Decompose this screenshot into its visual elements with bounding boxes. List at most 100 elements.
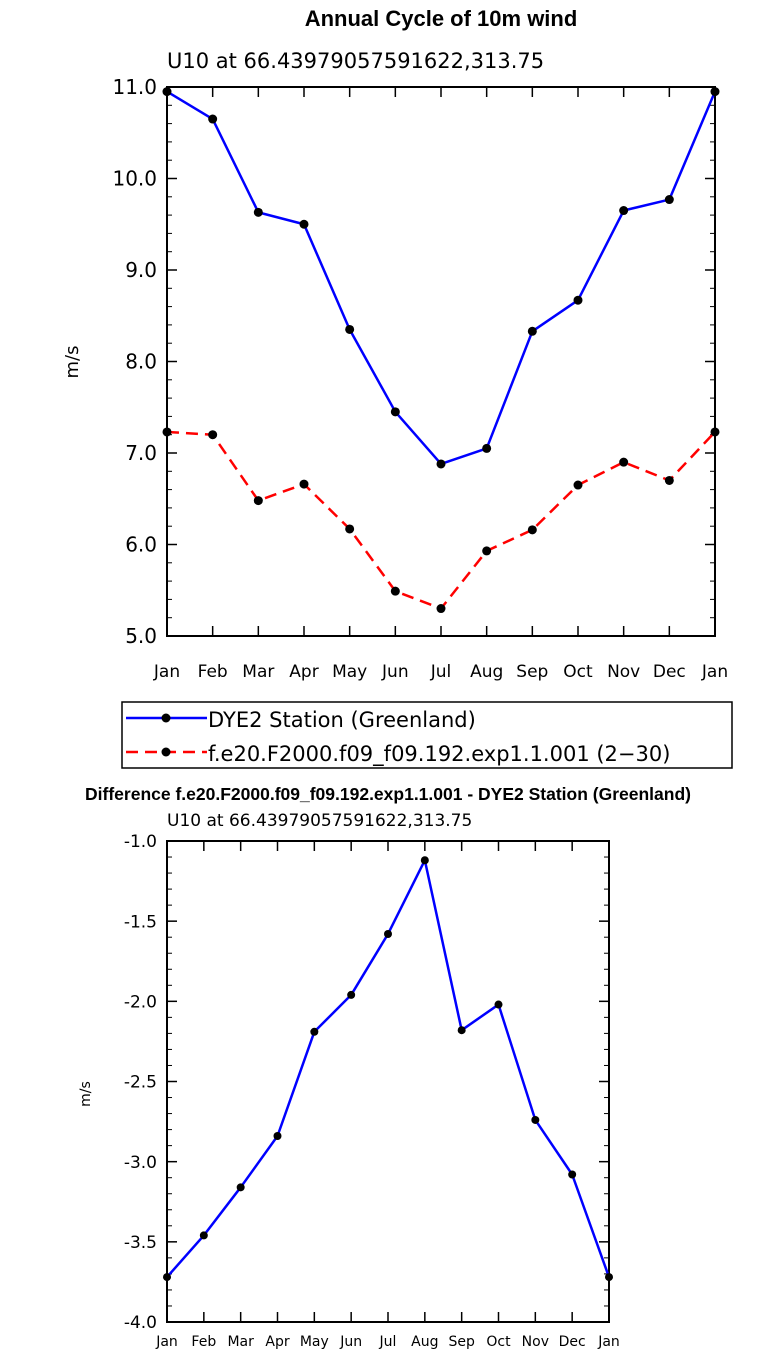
- data-point: [664, 195, 674, 205]
- data-point: [664, 475, 674, 485]
- x-tick-label: Aug: [411, 1334, 438, 1350]
- legend-series-2-marker: [161, 747, 171, 757]
- data-point: [436, 604, 446, 614]
- data-point: [482, 546, 492, 556]
- y-tick-label: -2.5: [124, 1073, 157, 1093]
- x-tick-label: Jul: [379, 1334, 397, 1350]
- y-tick-label: 6.0: [125, 533, 157, 557]
- data-point: [390, 586, 400, 596]
- data-point: [527, 525, 537, 535]
- y-tick-label: 7.0: [125, 441, 157, 465]
- chart1-ticks: Jan Feb Mar Apr May Jun Jul Aug Sep Oct Nov Dec Jan 5…: [112, 75, 728, 682]
- chart1-plot-frame: [166, 86, 716, 637]
- annual-cycle-chart: Annual Cycle of 10m wind U10 at 66.43979…: [62, 6, 733, 769]
- data-point: [299, 219, 309, 229]
- y-tick-label: -3.5: [124, 1233, 157, 1253]
- chart2-series: [163, 856, 613, 1282]
- x-tick-label: May: [332, 662, 367, 682]
- y-tick-label: 9.0: [125, 258, 157, 282]
- x-tick-label: Jan: [153, 662, 180, 682]
- x-tick-label: Oct: [486, 1334, 511, 1350]
- data-point: [163, 1273, 171, 1282]
- data-point: [482, 443, 492, 453]
- x-tick-label: Apr: [289, 662, 318, 682]
- data-point: [299, 479, 309, 489]
- data-point: [531, 1115, 540, 1124]
- data-point: [345, 324, 355, 334]
- chart2-plot-frame: [166, 840, 610, 1323]
- difference-chart: Difference f.e20.F2000.f09_f09.192.exp1.…: [78, 784, 691, 1350]
- x-tick-label: May: [300, 1334, 329, 1350]
- chart2-title: Difference f.e20.F2000.f09_f09.192.exp1.…: [85, 784, 691, 804]
- data-point: [420, 856, 429, 865]
- series-line-1: [166, 90, 717, 466]
- data-point: [199, 1231, 208, 1240]
- data-point: [457, 1026, 466, 1035]
- y-tick-label: -1.0: [124, 832, 157, 852]
- data-point: [347, 990, 356, 999]
- data-point: [573, 480, 583, 490]
- x-tick-label: Dec: [653, 662, 686, 682]
- data-point: [236, 1183, 245, 1192]
- data-point: [619, 457, 629, 467]
- data-point: [494, 1000, 503, 1009]
- chart1-ylabel: m/s: [62, 346, 83, 379]
- x-tick-label: Jan: [701, 662, 728, 682]
- data-point: [162, 427, 172, 437]
- legend-series-1-marker: [161, 713, 171, 723]
- y-tick-label: -1.5: [124, 912, 157, 932]
- x-tick-label: Feb: [191, 1334, 216, 1350]
- data-point: [162, 87, 172, 97]
- data-point: [573, 295, 583, 305]
- x-tick-label: Jan: [155, 1334, 178, 1350]
- x-tick-label: Feb: [198, 662, 228, 682]
- data-point: [208, 430, 218, 440]
- x-tick-label: Jun: [339, 1334, 362, 1350]
- series-line-2: [166, 430, 716, 610]
- x-tick-label: Oct: [563, 662, 593, 682]
- x-tick-label: Jul: [430, 662, 452, 682]
- data-point: [310, 1027, 319, 1036]
- x-tick-label: Dec: [559, 1334, 586, 1350]
- chart1-legend: DYE2 Station (Greenland) f.e20.F2000.f09…: [121, 701, 733, 769]
- data-point: [208, 114, 218, 124]
- legend-series-2-label: f.e20.F2000.f09_f09.192.exp1.1.001 (2−30…: [208, 742, 670, 767]
- data-point: [710, 87, 720, 97]
- y-tick-label: 11.0: [112, 75, 157, 99]
- x-tick-label: Apr: [265, 1334, 289, 1350]
- y-tick-label: -3.0: [124, 1153, 157, 1173]
- legend-series-1-label: DYE2 Station (Greenland): [208, 708, 476, 732]
- x-tick-label: Aug: [470, 662, 503, 682]
- data-point: [384, 929, 392, 938]
- data-point: [253, 207, 263, 217]
- y-tick-label: 10.0: [112, 167, 157, 191]
- data-point: [253, 496, 263, 506]
- chart1-subtitle: U10 at 66.43979057591622,313.75: [167, 49, 544, 73]
- data-point: [390, 407, 400, 417]
- chart1-title: Annual Cycle of 10m wind: [305, 6, 578, 31]
- y-tick-label: 8.0: [125, 350, 157, 374]
- chart2-ticks: Jan Feb Mar Apr May Jun Jul Aug Sep Oct Nov Dec Jan-…: [124, 832, 620, 1350]
- x-tick-label: Jan: [597, 1334, 620, 1350]
- x-tick-label: Sep: [448, 1334, 475, 1350]
- x-tick-label: Nov: [522, 1334, 549, 1350]
- y-tick-label: -4.0: [124, 1313, 157, 1333]
- chart2-ylabel: m/s: [78, 1081, 94, 1107]
- y-tick-label: -2.0: [124, 992, 157, 1012]
- chart2-subtitle: U10 at 66.43979057591622,313.75: [167, 811, 472, 831]
- x-tick-label: Mar: [242, 662, 274, 682]
- data-point: [345, 524, 355, 534]
- data-point: [436, 459, 446, 469]
- data-point: [527, 326, 537, 336]
- x-tick-label: Mar: [227, 1334, 254, 1350]
- data-point: [273, 1132, 282, 1141]
- data-point: [605, 1273, 613, 1282]
- data-point: [710, 427, 720, 437]
- series-line-1: [166, 858, 611, 1278]
- legend-box: [121, 701, 733, 769]
- chart1-series: [162, 87, 720, 614]
- x-tick-label: Nov: [607, 662, 640, 682]
- x-tick-label: Jun: [381, 662, 409, 682]
- x-tick-label: Sep: [516, 662, 548, 682]
